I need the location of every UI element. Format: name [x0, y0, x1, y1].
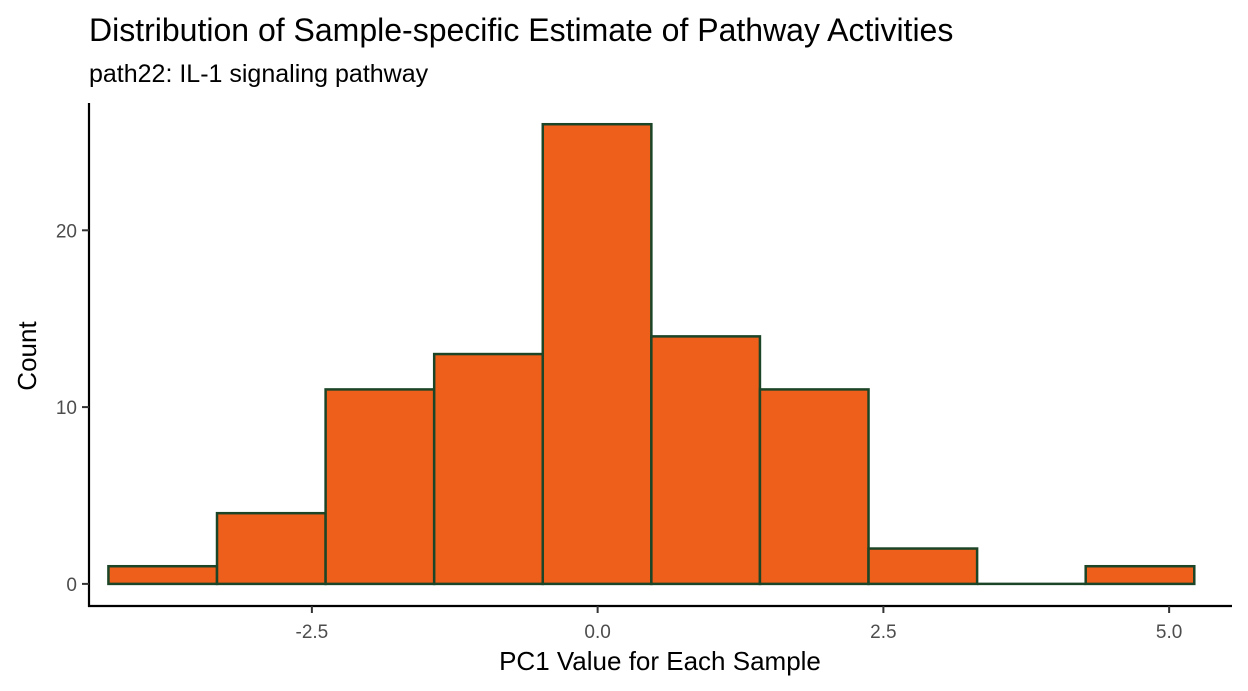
histogram-bar	[867, 547, 979, 586]
y-tick-label: 20	[56, 221, 77, 242]
histogram-bar	[215, 511, 327, 586]
histogram-bar	[107, 564, 219, 586]
y-axis-title: Count	[12, 321, 42, 391]
x-tick-label: 5.0	[1156, 622, 1182, 643]
histogram-bar	[758, 388, 870, 586]
x-axis-title: PC1 Value for Each Sample	[499, 646, 821, 676]
x-tick-label: 2.5	[870, 622, 896, 643]
bars-group	[107, 122, 1196, 586]
y-tick-label: 0	[66, 575, 77, 596]
chart-title: Distribution of Sample-specific Estimate…	[89, 12, 953, 48]
x-tick-label: -2.5	[296, 622, 329, 643]
histogram-bar	[324, 388, 436, 586]
y-tick-label: 10	[56, 398, 77, 419]
chart-subtitle: path22: IL-1 signaling pathway	[89, 60, 429, 88]
histogram-bar	[1084, 564, 1196, 586]
histogram-bar	[650, 335, 762, 586]
axes-group: -2.5 0.0 2.5 5.0 0 10 20	[56, 103, 1232, 643]
histogram-bar	[541, 122, 653, 586]
x-tick-label: 0.0	[584, 622, 610, 643]
histogram-bar	[432, 352, 545, 586]
